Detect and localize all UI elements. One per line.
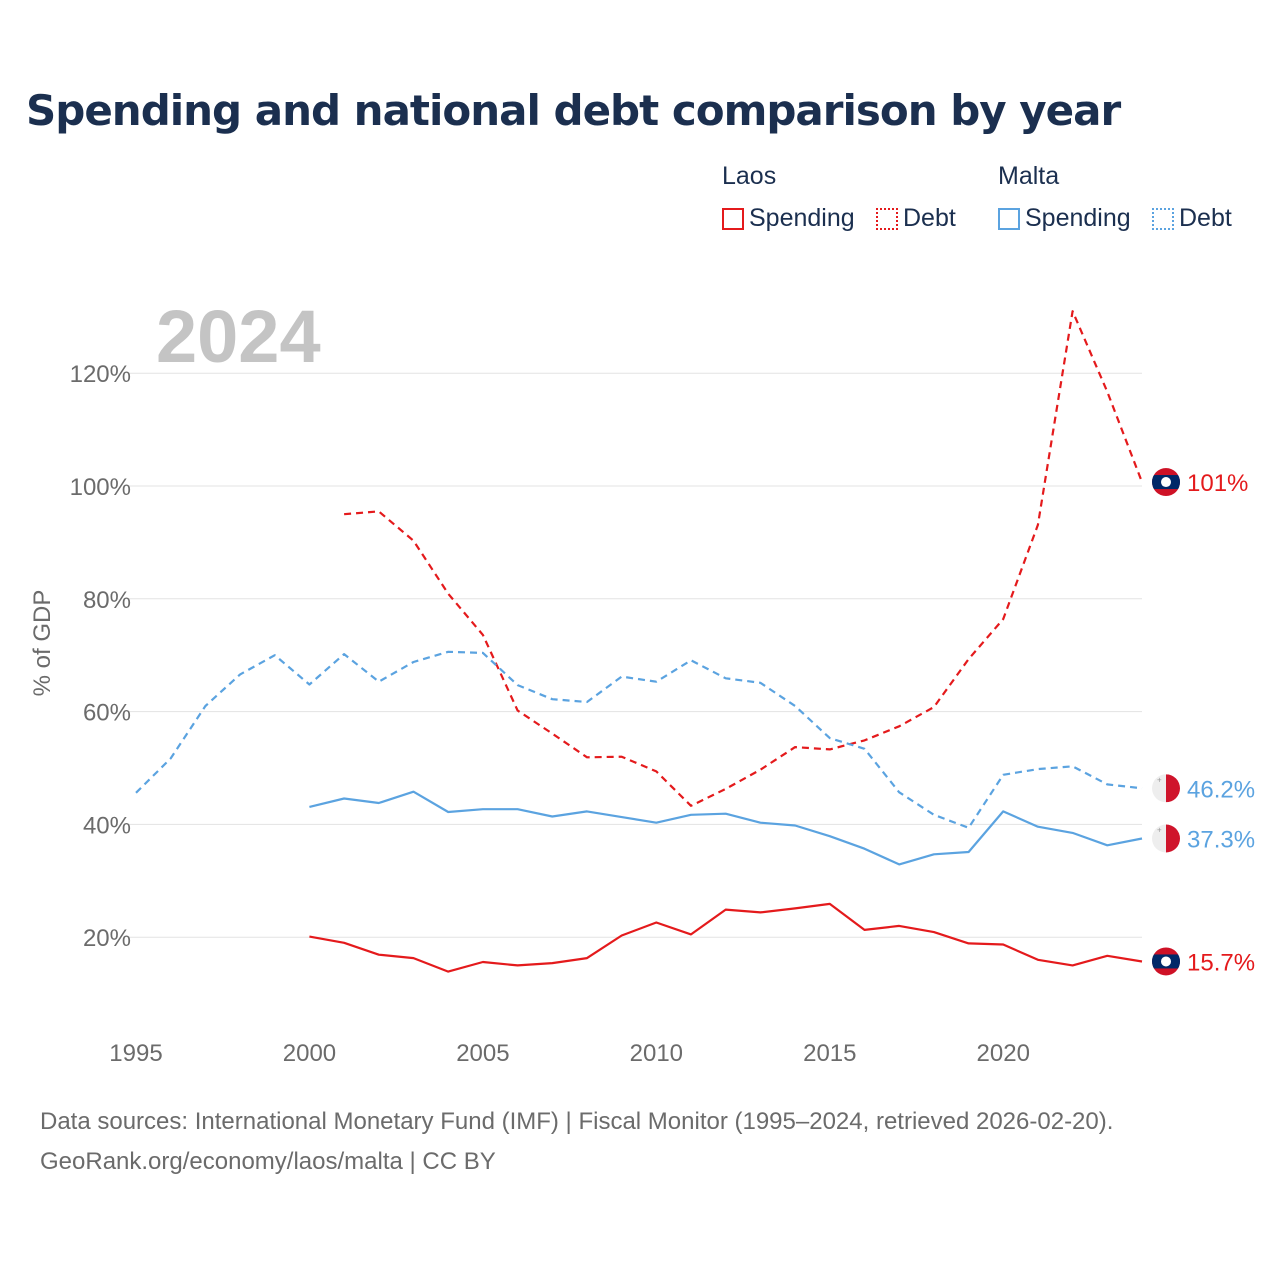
y-tick-label: 40% (83, 812, 131, 839)
legend-label-laos-debt: Debt (903, 204, 956, 232)
x-tick-label: 2005 (456, 1040, 509, 1067)
y-tick-label: 60% (83, 700, 131, 727)
legend-item-malta-spending[interactable]: Spending (998, 204, 1131, 233)
series-line-malta-spending[interactable] (309, 790, 1143, 866)
y-tick-label: 20% (83, 925, 131, 952)
legend-swatch-malta-spending (998, 207, 1020, 230)
chart-title: Spending and national debt comparison by… (26, 86, 1121, 135)
legend-label-malta-debt: Debt (1179, 204, 1232, 232)
end-label-malta-spending: 37.3% (1187, 827, 1255, 854)
x-tick-label: 2010 (630, 1040, 683, 1067)
svg-text:+: + (1157, 826, 1162, 835)
legend-label-malta-spending: Spending (1025, 204, 1131, 232)
legend-item-laos-spending[interactable]: Spending (722, 204, 855, 233)
series-line-malta-debt[interactable] (135, 650, 1143, 829)
legend-swatch-laos-spending (722, 207, 744, 230)
svg-text:+: + (1157, 775, 1162, 784)
legend-group-malta: Malta (998, 162, 1060, 190)
y-tick-label: 80% (83, 587, 131, 614)
x-tick-label: 2000 (283, 1040, 336, 1067)
end-label-laos-spending: 15.7% (1187, 949, 1255, 976)
flag-icon-malta-spending: + (1152, 824, 1180, 853)
x-tick-label: 2020 (977, 1040, 1030, 1067)
series-lines (135, 310, 1144, 973)
flag-icon-malta-debt: + (1152, 774, 1180, 803)
flag-icon-laos-spending (1152, 947, 1180, 976)
footer-credit: GeoRank.org/economy/laos/malta | CC BY (40, 1148, 496, 1175)
footer-source: Data sources: International Monetary Fun… (40, 1108, 1114, 1135)
legend-item-malta-debt[interactable]: Debt (1152, 204, 1232, 233)
year-watermark: 2024 (156, 295, 321, 378)
y-axis-label: % of GDP (29, 590, 56, 697)
gridlines (128, 372, 1142, 938)
legend-swatch-laos-debt (876, 207, 898, 230)
legend-label-laos-spending: Spending (749, 204, 855, 232)
series-line-laos-spending[interactable] (309, 902, 1143, 973)
legend-group-laos: Laos (722, 162, 777, 190)
flag-icon-laos-debt (1152, 468, 1180, 497)
legend-item-laos-debt[interactable]: Debt (876, 204, 956, 233)
y-axis: 20% 40% 60% 80% 100% 120% (70, 361, 131, 952)
x-tick-label: 1995 (109, 1040, 162, 1067)
x-axis: 1995 2000 2005 2010 2015 2020 (109, 1040, 1030, 1067)
end-label-laos-debt: 101% (1187, 470, 1248, 497)
end-labels: 15.7% 101% + 37.3% + 46.2% (1152, 468, 1255, 976)
legend-swatch-malta-debt (1152, 207, 1174, 230)
x-tick-label: 2015 (803, 1040, 856, 1067)
series-line-laos-debt[interactable] (344, 310, 1144, 807)
end-label-malta-debt: 46.2% (1187, 776, 1255, 803)
y-tick-label: 100% (70, 474, 131, 501)
y-tick-label: 120% (70, 361, 131, 388)
